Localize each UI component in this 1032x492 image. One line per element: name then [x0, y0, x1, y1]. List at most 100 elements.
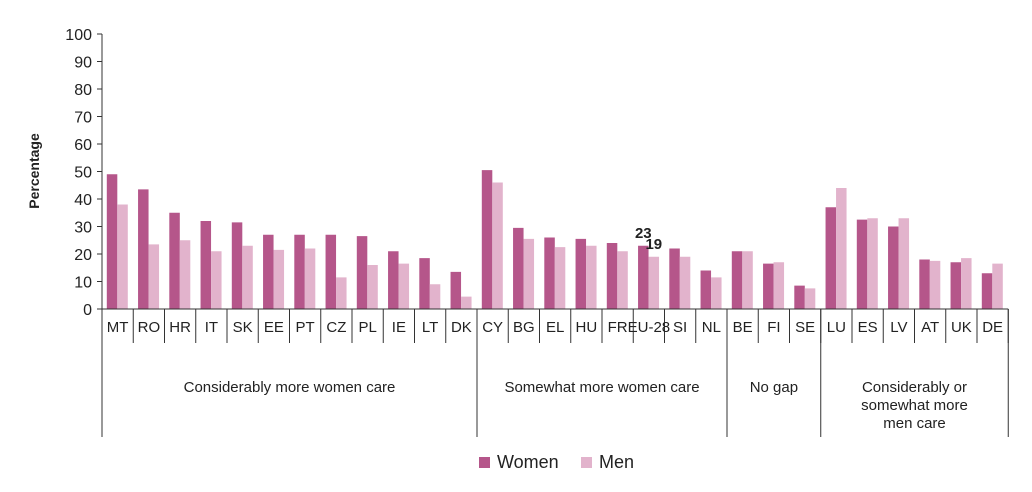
- x-tick-label: EE: [264, 319, 284, 336]
- x-tick-label: IT: [205, 319, 218, 336]
- x-tick-label: PL: [358, 319, 376, 336]
- bar-women-se: [794, 285, 805, 309]
- bar-women-lv: [888, 226, 899, 309]
- x-tick-label: MT: [107, 319, 129, 336]
- group-label: Considerably or: [862, 379, 967, 396]
- x-tick-label: HR: [169, 319, 191, 336]
- bar-men-el: [554, 247, 566, 309]
- bar-men-hr: [179, 240, 191, 309]
- bar-men-cz: [336, 277, 347, 309]
- y-tick-label: 20: [74, 247, 92, 264]
- x-tick-label: HU: [576, 319, 598, 336]
- x-tick-label: CZ: [326, 319, 346, 336]
- bar-men-lv: [898, 218, 910, 309]
- bar-men-uk: [961, 258, 972, 309]
- bar-women-fr: [606, 243, 618, 309]
- bar-women-uk: [950, 262, 962, 309]
- bar-women-ro: [138, 189, 149, 309]
- bar-men-ie: [398, 263, 410, 309]
- x-tick-label: FI: [767, 319, 780, 336]
- data-label: 19: [645, 236, 662, 253]
- y-tick-label: 60: [74, 137, 92, 154]
- bar-men-pt: [304, 248, 316, 309]
- bar-women-dk: [450, 271, 462, 309]
- x-tick-label: SI: [673, 319, 687, 336]
- x-tick-label: FR: [608, 319, 628, 336]
- bar-women-pl: [356, 236, 368, 309]
- x-tick-label: IE: [392, 319, 406, 336]
- bars-area: [106, 170, 1003, 309]
- x-tick-label: BE: [733, 319, 753, 336]
- bar-women-ee: [263, 234, 274, 309]
- x-tick-label: AT: [921, 319, 939, 336]
- bar-men-sk: [242, 245, 253, 309]
- y-tick-label: 80: [74, 82, 92, 99]
- y-tick-label: 30: [74, 220, 92, 237]
- bar-men-lu: [836, 188, 847, 309]
- bar-women-hu: [575, 238, 587, 309]
- group-label: Somewhat more women care: [504, 379, 699, 396]
- bar-women-sk: [231, 222, 243, 309]
- bar-women-at: [919, 259, 930, 309]
- bar-men-be: [742, 251, 753, 309]
- x-tick-label: EL: [546, 319, 564, 336]
- x-tick-label: EU-28: [628, 319, 671, 336]
- bar-men-es: [867, 218, 878, 309]
- group-label: men care: [883, 415, 946, 432]
- bar-men-eu-28: [648, 256, 660, 309]
- group-label: No gap: [750, 379, 798, 396]
- x-tick-label: DE: [982, 319, 1003, 336]
- x-tick-label: LU: [827, 319, 846, 336]
- bar-women-si: [669, 248, 680, 309]
- bar-women-lu: [825, 207, 837, 309]
- bar-men-se: [804, 288, 816, 309]
- bar-women-nl: [700, 270, 712, 309]
- bar-women-mt: [106, 174, 118, 309]
- bar-men-de: [992, 263, 1003, 309]
- bar-women-it: [200, 221, 212, 309]
- x-tick-label: SE: [795, 319, 815, 336]
- bar-women-el: [544, 237, 555, 309]
- y-axis: 0 10 20 30 40 50 60 70 80 90 100: [65, 27, 103, 319]
- bar-men-dk: [461, 296, 472, 309]
- bar-women-fi: [763, 263, 774, 309]
- bar-women-pt: [294, 234, 305, 309]
- bar-men-at: [929, 260, 941, 309]
- x-tick-label: RO: [138, 319, 161, 336]
- bar-women-eu-28: [638, 245, 649, 309]
- y-tick-label: 0: [83, 302, 92, 319]
- group-label: Considerably more women care: [184, 379, 396, 396]
- y-tick-label: 50: [74, 165, 92, 182]
- bar-women-be: [731, 251, 743, 309]
- bar-women-bg: [513, 227, 524, 309]
- y-axis-label: Percentage: [26, 133, 42, 209]
- x-tick-label: LT: [422, 319, 438, 336]
- bar-men-lt: [429, 284, 441, 309]
- bar-men-bg: [523, 238, 535, 309]
- bar-women-ie: [388, 251, 399, 309]
- x-axis: MT RO HR IT SK EE PT CZ PL IE LT DK CY BG EL HU FR EU-28 S…: [101, 308, 1009, 437]
- legend-swatch-men: [581, 457, 592, 468]
- bar-women-de: [981, 273, 993, 309]
- x-tick-label: SK: [233, 319, 253, 336]
- x-tick-label: PT: [296, 319, 315, 336]
- bar-women-es: [856, 219, 868, 309]
- legend-swatch-women: [479, 457, 490, 468]
- bar-men-pl: [367, 265, 378, 309]
- legend: Women Men: [479, 452, 634, 472]
- bar-women-cy: [481, 170, 493, 309]
- bar-men-cy: [492, 182, 503, 309]
- legend-label-women: Women: [497, 452, 559, 472]
- x-tick-label: UK: [951, 319, 972, 336]
- x-tick-label: NL: [702, 319, 721, 336]
- x-tick-label: DK: [451, 319, 472, 336]
- x-tick-label: ES: [858, 319, 878, 336]
- bar-men-hu: [586, 245, 597, 309]
- x-tick-label: LV: [890, 319, 907, 336]
- y-tick-label: 40: [74, 192, 92, 209]
- x-tick-label: CY: [482, 319, 503, 336]
- bar-men-nl: [711, 277, 722, 309]
- data-label: 23: [635, 225, 652, 242]
